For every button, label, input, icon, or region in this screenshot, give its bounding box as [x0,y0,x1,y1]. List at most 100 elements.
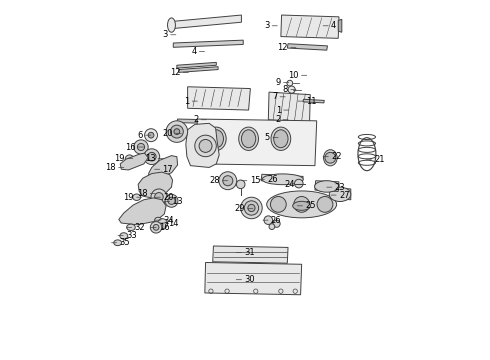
Circle shape [294,179,303,188]
Circle shape [236,180,245,189]
Polygon shape [261,174,303,183]
Text: 15: 15 [250,176,260,185]
Text: 29: 29 [235,204,245,213]
Ellipse shape [323,150,337,166]
Polygon shape [213,246,288,263]
Text: 13: 13 [172,197,183,206]
Circle shape [264,216,272,225]
Text: 1: 1 [275,105,281,114]
Text: 2: 2 [275,115,280,124]
Text: 20: 20 [163,193,174,202]
Text: 20: 20 [163,129,173,138]
Text: 17: 17 [163,165,173,174]
Text: 26: 26 [267,175,278,184]
Polygon shape [196,119,317,166]
Text: 26: 26 [271,216,281,225]
Ellipse shape [155,217,162,223]
Text: 25: 25 [305,201,316,210]
Polygon shape [303,99,324,103]
Text: 16: 16 [159,223,170,232]
Ellipse shape [274,130,288,148]
Circle shape [168,197,175,204]
Circle shape [273,220,280,227]
Polygon shape [138,172,172,198]
Circle shape [157,219,168,229]
Circle shape [241,197,262,219]
Text: 8: 8 [283,85,288,94]
Circle shape [245,201,259,215]
Polygon shape [186,123,219,167]
Text: 35: 35 [120,238,130,247]
Text: 24: 24 [285,180,295,189]
Polygon shape [330,188,351,200]
Circle shape [125,155,134,163]
Text: 6: 6 [137,131,143,140]
Polygon shape [287,44,327,50]
Circle shape [147,152,156,161]
Circle shape [151,189,167,205]
Ellipse shape [267,191,337,218]
Text: 11: 11 [306,96,317,105]
Circle shape [317,197,333,212]
Circle shape [150,222,162,233]
Circle shape [294,197,310,212]
Polygon shape [315,181,339,192]
Ellipse shape [209,130,223,148]
Polygon shape [177,119,256,125]
Text: 19: 19 [114,154,125,163]
Circle shape [165,194,178,207]
Circle shape [148,132,154,138]
Polygon shape [338,19,342,32]
Text: 30: 30 [245,275,255,284]
Polygon shape [179,67,218,72]
Text: 5: 5 [265,133,270,142]
Ellipse shape [239,127,258,150]
Circle shape [270,197,286,212]
Text: 2: 2 [193,115,198,124]
Circle shape [174,129,180,134]
Circle shape [325,152,336,163]
Circle shape [153,225,159,230]
Text: 18: 18 [137,189,147,198]
Polygon shape [173,40,243,47]
Ellipse shape [120,233,128,239]
Circle shape [287,80,293,86]
Text: 14: 14 [168,219,178,228]
Circle shape [171,125,183,138]
Ellipse shape [126,224,135,230]
Text: 12: 12 [277,43,288,52]
Circle shape [248,204,255,212]
Ellipse shape [262,174,303,185]
Polygon shape [269,92,310,123]
Circle shape [134,140,148,154]
Circle shape [155,193,163,201]
Text: 13: 13 [145,154,155,163]
Ellipse shape [133,194,141,201]
Text: 18: 18 [105,163,116,172]
Circle shape [269,224,275,229]
Text: 9: 9 [275,78,281,87]
Text: 19: 19 [123,193,134,202]
Text: 16: 16 [125,143,136,152]
Text: 31: 31 [245,248,255,257]
Text: 32: 32 [135,223,145,232]
Circle shape [274,134,281,141]
Ellipse shape [168,18,175,32]
Circle shape [137,143,145,150]
Text: 10: 10 [288,71,299,80]
Ellipse shape [329,187,351,202]
Polygon shape [188,87,250,110]
Circle shape [288,86,295,93]
Circle shape [144,149,160,165]
Text: 23: 23 [335,183,345,192]
Text: 33: 33 [126,231,137,240]
Polygon shape [177,62,216,68]
Polygon shape [281,15,339,39]
Ellipse shape [293,201,311,210]
Ellipse shape [315,181,339,192]
Circle shape [223,176,233,186]
Ellipse shape [206,127,226,150]
Circle shape [145,129,157,141]
Text: 28: 28 [209,176,220,185]
Circle shape [199,139,212,152]
